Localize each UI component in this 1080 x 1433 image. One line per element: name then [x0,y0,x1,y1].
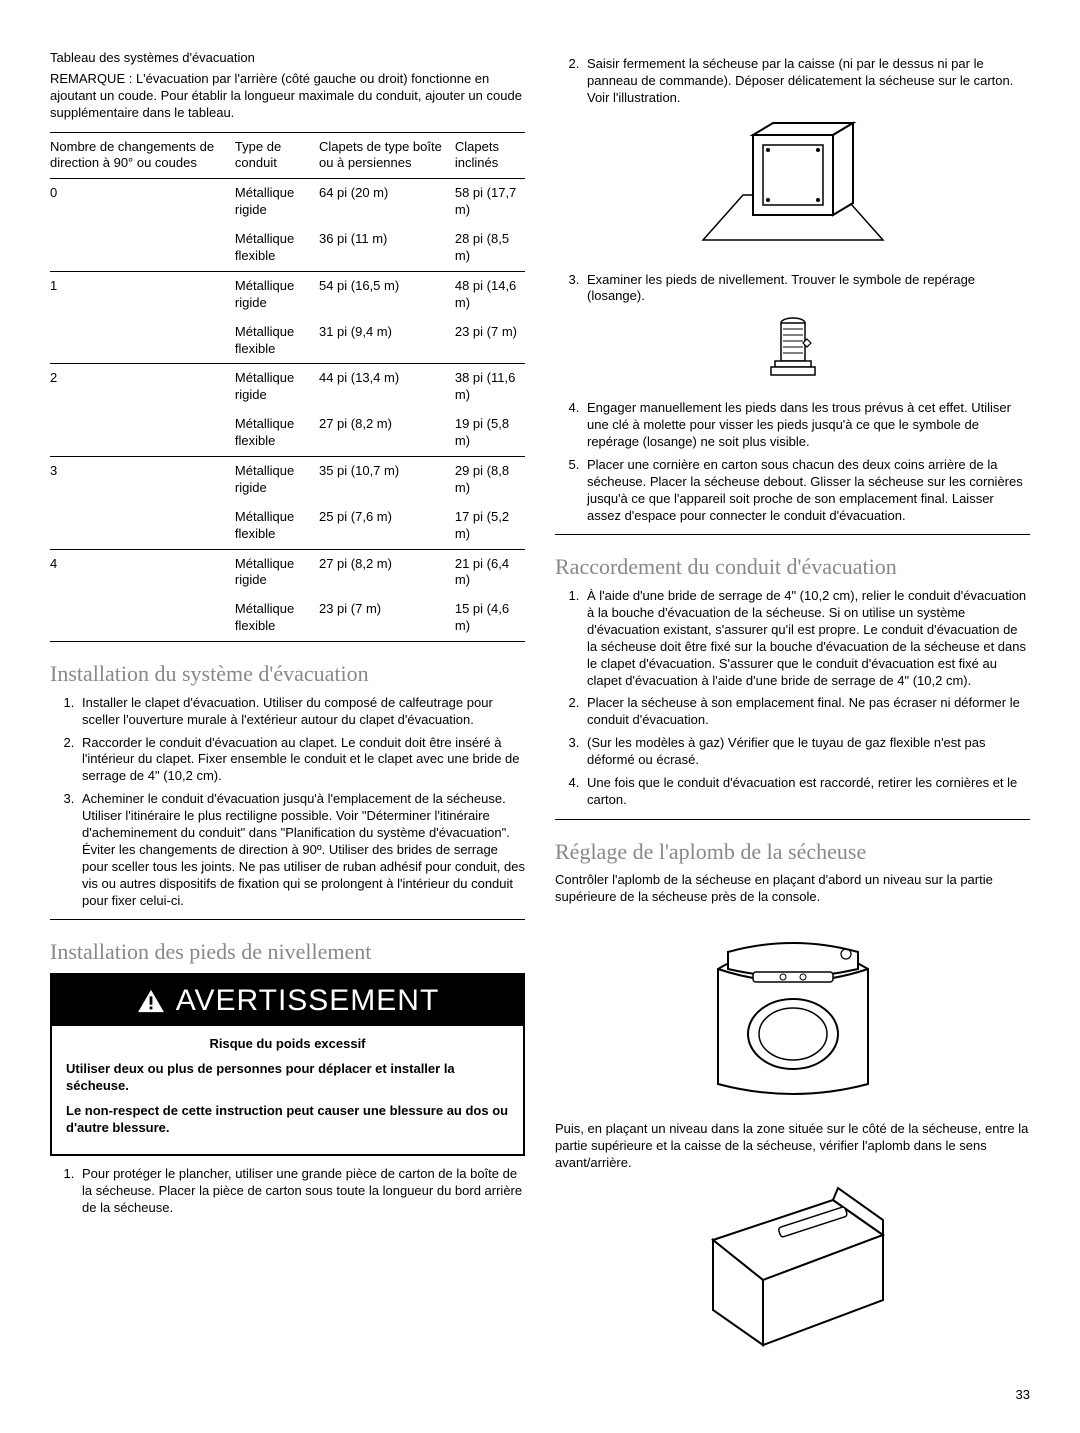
dryer-level-side-illustration [555,1180,1030,1355]
warning-line-3: Le non-respect de cette instruction peut… [66,1103,509,1137]
leveling-step3: Examiner les pieds de nivellement. Trouv… [555,272,1030,306]
heading-connect-exhaust: Raccordement du conduit d'évacuation [555,553,1030,582]
leveling-continued-steps: Saisir fermement la sécheuse par la cais… [555,56,1030,107]
divider [555,819,1030,820]
table-title: Tableau des systèmes d'évacuation [50,50,525,67]
warning-triangle-icon [136,988,166,1014]
table-row: 0Métallique rigide64 pi (20 m)58 pi (17,… [50,179,525,225]
th-conduit-type: Type de conduit [235,132,319,179]
table-row: 1Métallique rigide54 pi (16,5 m)48 pi (1… [50,271,525,317]
list-item: À l'aide d'une bride de serrage de 4" (1… [583,588,1030,689]
th-box-louvered: Clapets de type boîte ou à persiennes [319,132,455,179]
table-row: Métallique flexible36 pi (11 m)28 pi (8,… [50,225,525,271]
right-column: Saisir fermement la sécheuse par la cais… [555,50,1030,1367]
list-item: Installer le clapet d'évacuation. Utilis… [78,695,525,729]
table-row: Métallique flexible31 pi (9,4 m)23 pi (7… [50,318,525,364]
list-item: Examiner les pieds de nivellement. Trouv… [583,272,1030,306]
heading-leveling-feet: Installation des pieds de nivellement [50,938,525,967]
list-item: (Sur les modèles à gaz) Vérifier que le … [583,735,1030,769]
list-item: Engager manuellement les pieds dans les … [583,400,1030,451]
left-column: Tableau des systèmes d'évacuation REMARQ… [50,50,525,1367]
exhaust-table: Nombre de changements de direction à 90°… [50,132,525,643]
page-number: 33 [50,1387,1030,1404]
protect-floor-steps: Pour protéger le plancher, utiliser une … [50,1166,525,1217]
list-item: Saisir fermement la sécheuse par la cais… [583,56,1030,107]
list-item: Une fois que le conduit d'évacuation est… [583,775,1030,809]
dryer-on-side-illustration [555,115,1030,260]
leveling-foot-illustration [555,313,1030,388]
list-item: Acheminer le conduit d'évacuation jusqu'… [78,791,525,909]
warning-header: AVERTISSEMENT [52,975,523,1026]
list-item: Pour protéger le plancher, utiliser une … [78,1166,525,1217]
heading-level-dryer: Réglage de l'aplomb de la sécheuse [555,838,1030,867]
list-item: Placer la sécheuse à son emplacement fin… [583,695,1030,729]
level-dryer-intro: Contrôler l'aplomb de la sécheuse en pla… [555,872,1030,906]
list-item: Placer une cornière en carton sous chacu… [583,457,1030,525]
warning-line-2: Utiliser deux ou plus de personnes pour … [66,1061,509,1095]
table-row: 2Métallique rigide44 pi (13,4 m)38 pi (1… [50,364,525,410]
table-row: Métallique flexible27 pi (8,2 m)19 pi (5… [50,410,525,456]
list-item: Raccorder le conduit d'évacuation au cla… [78,735,525,786]
install-exhaust-steps: Installer le clapet d'évacuation. Utilis… [50,695,525,910]
table-row: Métallique flexible25 pi (7,6 m)17 pi (5… [50,503,525,549]
divider [555,534,1030,535]
table-row: Métallique flexible23 pi (7 m)15 pi (4,6… [50,595,525,641]
leveling-steps-4-5: Engager manuellement les pieds dans les … [555,400,1030,524]
th-changes: Nombre de changements de direction à 90°… [50,132,235,179]
dryer-level-top-illustration [555,914,1030,1109]
table-row: 4Métallique rigide27 pi (8,2 m)21 pi (6,… [50,549,525,595]
heading-install-exhaust: Installation du système d'évacuation [50,660,525,689]
warning-line-1: Risque du poids excessif [66,1036,509,1053]
level-dryer-after: Puis, en plaçant un niveau dans la zone … [555,1121,1030,1172]
warning-box: AVERTISSEMENT Risque du poids excessif U… [50,973,525,1156]
table-remark: REMARQUE : L'évacuation par l'arrière (c… [50,71,525,122]
warning-label: AVERTISSEMENT [176,981,440,1020]
connect-exhaust-steps: À l'aide d'une bride de serrage de 4" (1… [555,588,1030,809]
divider [50,919,525,920]
th-angled: Clapets inclinés [455,132,525,179]
table-row: 3Métallique rigide35 pi (10,7 m)29 pi (8… [50,457,525,503]
